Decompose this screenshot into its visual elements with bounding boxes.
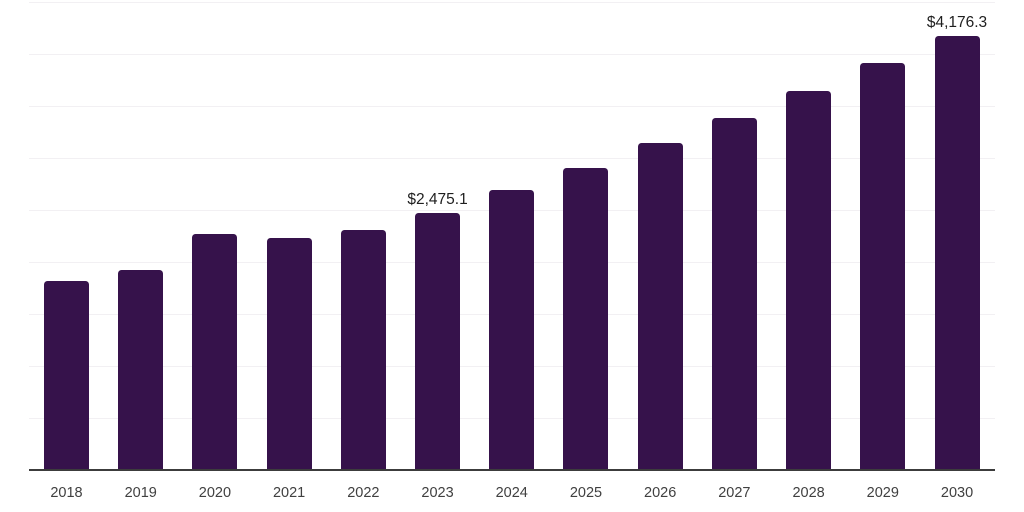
bar-2029 bbox=[860, 63, 906, 470]
x-tick-2026: 2026 bbox=[644, 485, 677, 501]
gridline bbox=[29, 2, 995, 3]
bar-2026 bbox=[637, 143, 683, 470]
x-tick-2025: 2025 bbox=[569, 485, 603, 501]
gridline bbox=[29, 106, 995, 107]
bar-2030 bbox=[934, 36, 980, 470]
bar-2023 bbox=[415, 213, 461, 470]
x-tick-2022: 2022 bbox=[347, 485, 380, 501]
x-tick-2029: 2029 bbox=[866, 485, 899, 501]
x-tick-2030: 2030 bbox=[940, 485, 974, 501]
value-label-2023: $2,475.1 bbox=[407, 191, 468, 208]
bar-2022 bbox=[340, 230, 386, 470]
bar-2024 bbox=[489, 190, 535, 470]
x-axis-line bbox=[29, 469, 995, 471]
bar-2028 bbox=[786, 91, 832, 470]
x-tick-2027: 2027 bbox=[718, 485, 751, 501]
bar-2025 bbox=[563, 168, 609, 470]
value-label-2030: $4,176.3 bbox=[926, 14, 988, 31]
bar-2027 bbox=[711, 118, 757, 470]
x-tick-2021: 2021 bbox=[272, 485, 306, 501]
x-tick-2024: 2024 bbox=[495, 485, 528, 501]
x-tick-2020: 2020 bbox=[198, 485, 232, 501]
gridline bbox=[29, 54, 995, 55]
gridline bbox=[29, 158, 995, 159]
bar-2019 bbox=[118, 270, 164, 470]
x-tick-2023: 2023 bbox=[421, 485, 454, 501]
bar-2018 bbox=[44, 281, 89, 470]
x-tick-2019: 2019 bbox=[124, 485, 157, 501]
bar-2020 bbox=[192, 234, 238, 470]
x-tick-2028: 2028 bbox=[792, 485, 825, 501]
x-tick-2018: 2018 bbox=[50, 485, 83, 501]
bar-2021 bbox=[266, 238, 312, 470]
